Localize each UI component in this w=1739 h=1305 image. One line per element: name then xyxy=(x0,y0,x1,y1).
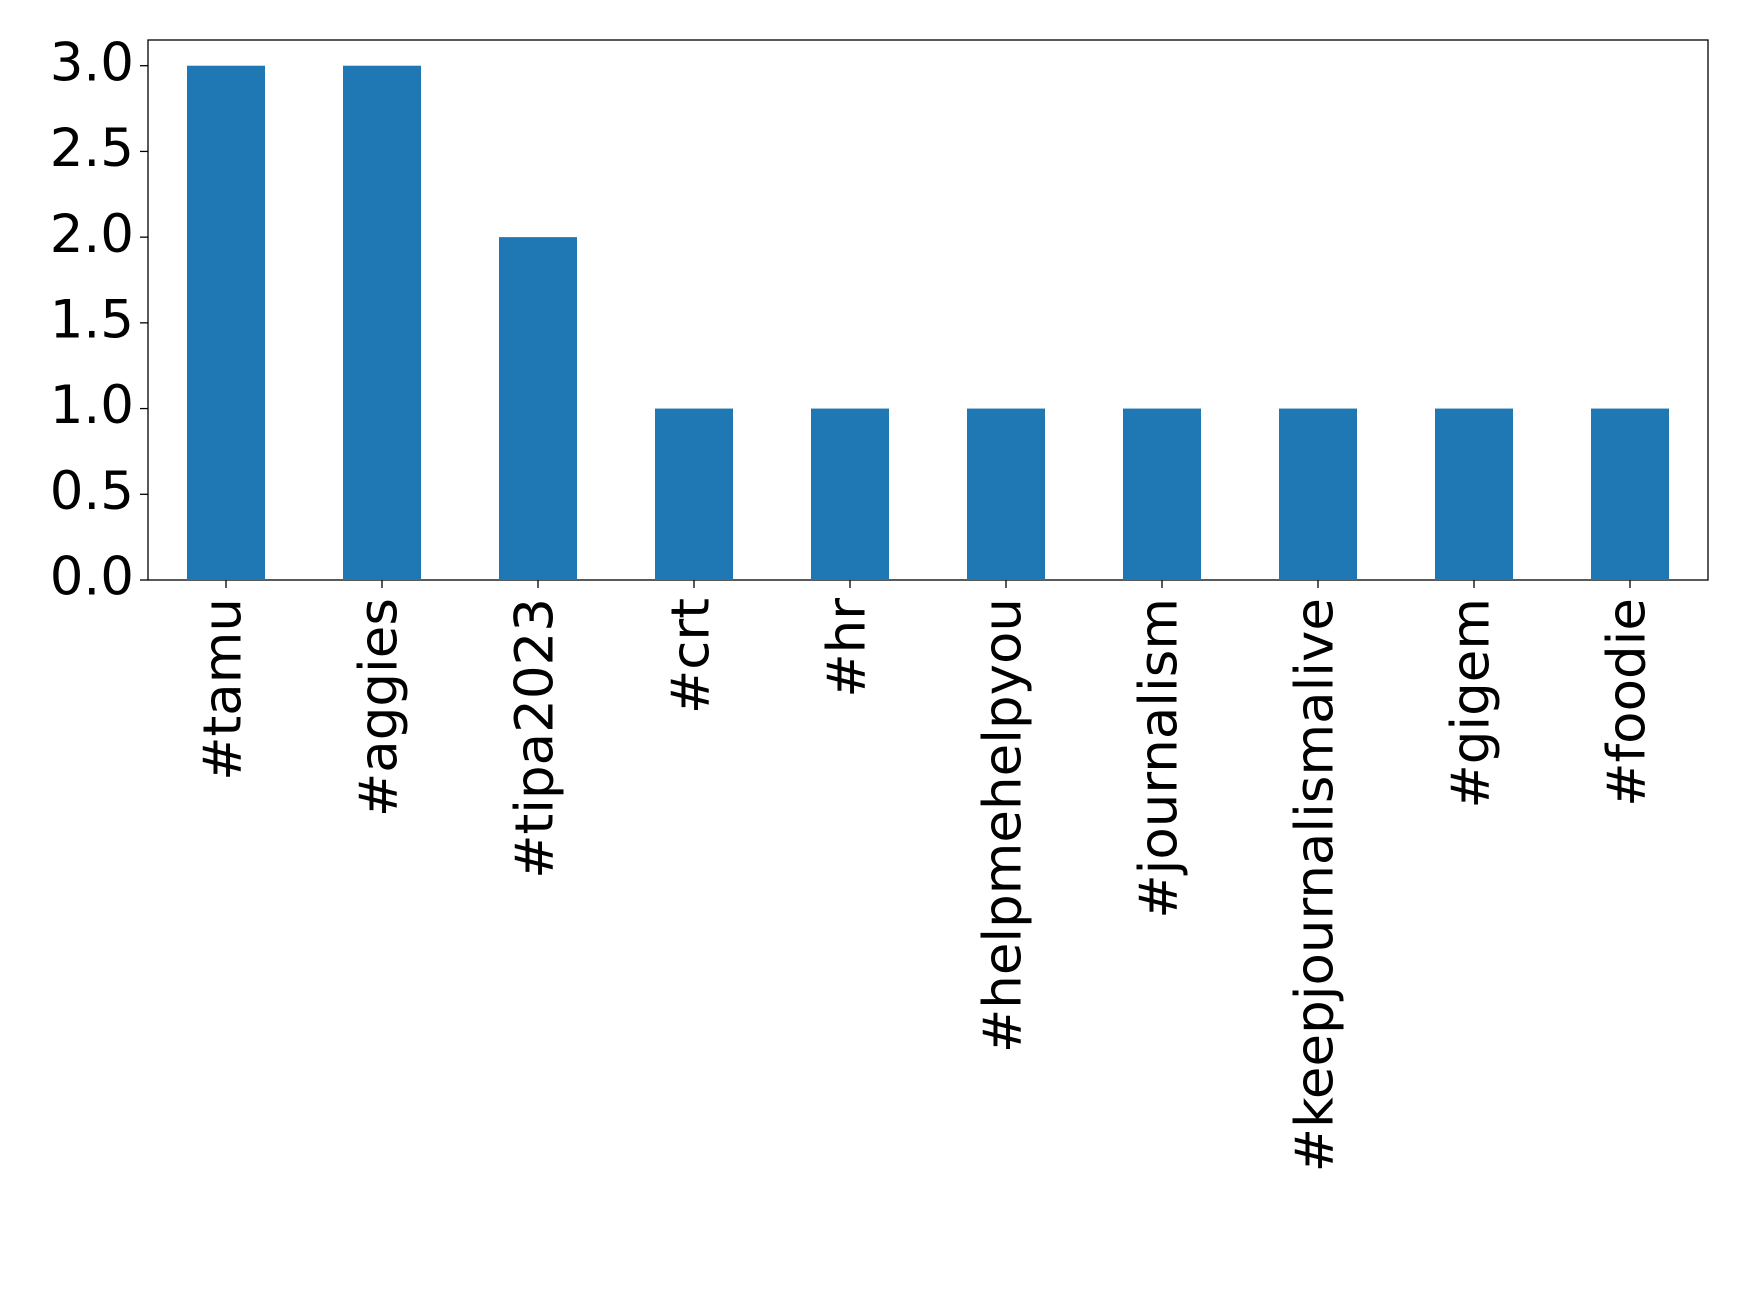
x-tick-label: #tipa2023 xyxy=(505,598,566,879)
bar xyxy=(1123,408,1201,580)
y-tick-label: 3.0 xyxy=(50,32,134,93)
bar xyxy=(1591,408,1669,580)
x-tick-label: #crt xyxy=(661,598,722,714)
y-tick-label: 1.0 xyxy=(50,375,134,436)
x-tick-label: #gigem xyxy=(1441,598,1502,809)
y-tick-label: 0.0 xyxy=(50,547,134,608)
x-tick-label: #helpmehelpyou xyxy=(973,598,1034,1053)
y-tick-label: 0.5 xyxy=(50,461,134,522)
x-tick-label: #foodie xyxy=(1597,598,1658,807)
x-tick-label: #tamu xyxy=(193,598,254,781)
y-tick-label: 1.5 xyxy=(50,289,134,350)
y-tick-label: 2.0 xyxy=(50,204,134,265)
bar xyxy=(499,237,577,580)
plot-frame xyxy=(147,39,1709,581)
x-tick-label: #keepjournalismalive xyxy=(1285,598,1346,1172)
bar xyxy=(967,408,1045,580)
bar xyxy=(655,408,733,580)
bar xyxy=(1279,408,1357,580)
x-tick-label: #hr xyxy=(817,598,878,698)
bar xyxy=(343,65,421,580)
x-tick-label: #journalism xyxy=(1129,598,1190,919)
y-tick-label: 2.5 xyxy=(50,118,134,179)
bar xyxy=(187,65,265,580)
bar xyxy=(1435,408,1513,580)
x-tick-label: #aggies xyxy=(349,598,410,817)
bar xyxy=(811,408,889,580)
